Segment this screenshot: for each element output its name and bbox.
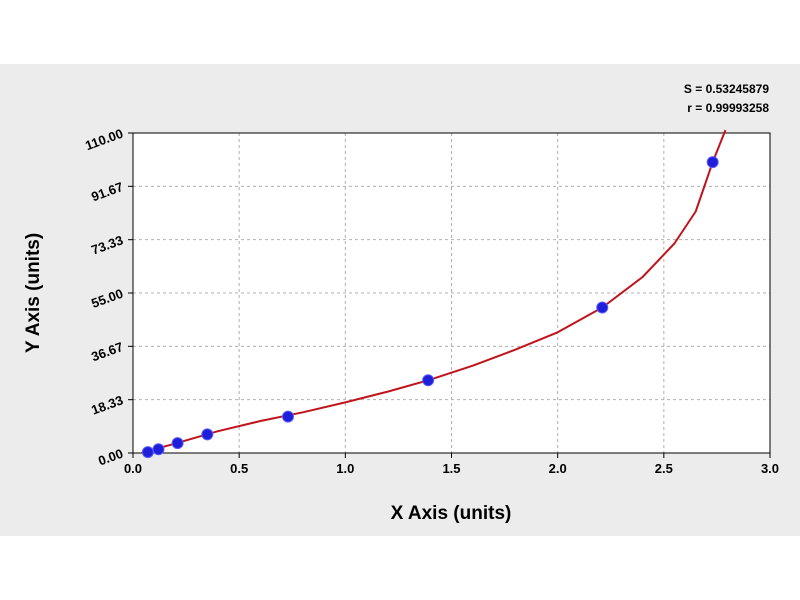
x-axis-title: X Axis (units) (391, 503, 512, 524)
data-point (152, 443, 165, 456)
s-statistic: S = 0.53245879 (684, 82, 769, 96)
fit-curve-layer (141, 129, 727, 453)
y-tick-label: 0.00 (96, 446, 125, 469)
y-axis-title: Y Axis (units) (23, 233, 44, 353)
x-tick-label: 0.0 (124, 461, 142, 476)
x-tick-label: 2.0 (549, 461, 567, 476)
y-tick-label: 110.00 (83, 126, 125, 153)
x-tick-label: 1.0 (336, 461, 354, 476)
fit-curve (141, 129, 727, 453)
grid-lines (133, 133, 770, 453)
y-tick-label: 36.67 (89, 339, 125, 364)
x-tick-label: 2.5 (655, 461, 673, 476)
x-tick-label: 0.5 (230, 461, 248, 476)
x-tick-label: 3.0 (761, 461, 779, 476)
y-tick-label: 18.33 (89, 392, 125, 417)
data-point (201, 428, 214, 441)
data-point (706, 156, 719, 169)
data-point (282, 410, 295, 423)
data-point (141, 446, 154, 459)
r-statistic: r = 0.99993258 (687, 101, 769, 115)
data-point (596, 301, 609, 314)
y-tick-label: 73.33 (89, 232, 125, 257)
y-tick-label: 55.00 (89, 286, 125, 311)
x-axis: 0.0 0.5 1.0 1.5 2.0 2.5 3.0 (124, 453, 779, 476)
data-points-layer (141, 156, 719, 459)
y-axis: 0.00 18.33 36.67 55.00 73.33 91.67 110.00 (83, 126, 133, 469)
x-tick-label: 1.5 (442, 461, 460, 476)
y-tick-label: 91.67 (89, 179, 125, 204)
data-point (422, 374, 435, 387)
data-point (171, 437, 184, 450)
